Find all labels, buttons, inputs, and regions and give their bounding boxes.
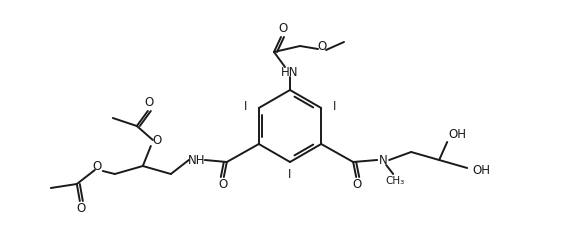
Text: O: O	[353, 178, 362, 192]
Text: OH: OH	[472, 164, 490, 177]
Text: O: O	[278, 23, 287, 35]
Text: I: I	[244, 99, 248, 113]
Text: O: O	[92, 159, 101, 173]
Text: N: N	[379, 154, 388, 167]
Text: HN: HN	[281, 65, 299, 79]
Text: NH: NH	[188, 154, 206, 167]
Text: I: I	[332, 99, 336, 113]
Text: O: O	[152, 134, 161, 147]
Text: O: O	[317, 40, 327, 53]
Text: OH: OH	[448, 129, 466, 142]
Text: O: O	[218, 178, 228, 192]
Text: O: O	[144, 96, 153, 109]
Text: I: I	[289, 168, 291, 180]
Text: O: O	[76, 203, 85, 215]
Text: CH₃: CH₃	[385, 176, 405, 186]
